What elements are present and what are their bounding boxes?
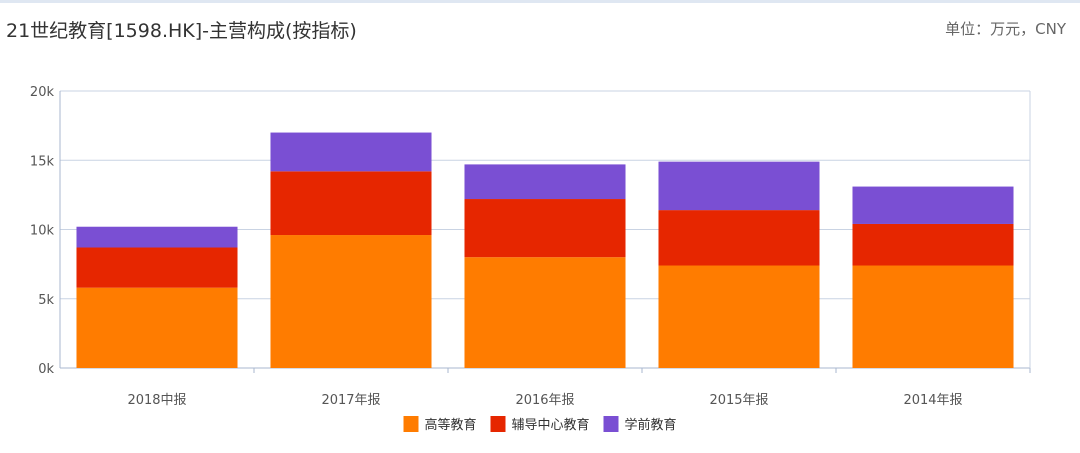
y-tick-label: 5k (38, 293, 54, 308)
bar-segment-3[interactable] (76, 226, 238, 248)
top-border (0, 0, 1080, 3)
bars (76, 132, 1014, 368)
legend-label[interactable]: 学前教育 (625, 417, 677, 433)
bar-segment-2[interactable] (270, 171, 432, 236)
legend-swatch[interactable] (403, 416, 419, 432)
bar-segment-1[interactable] (852, 265, 1014, 368)
x-tick-label: 2017年报 (321, 393, 380, 408)
y-tick-label: 10k (30, 224, 55, 239)
x-tick-label: 2015年报 (709, 393, 768, 408)
legend-swatch[interactable] (490, 416, 506, 432)
bar-segment-1[interactable] (76, 287, 238, 368)
bar-segment-1[interactable] (658, 265, 820, 368)
legend-label[interactable]: 高等教育 (425, 417, 477, 433)
chart-title: 21世纪教育[1598.HK]-主营构成(按指标) (6, 20, 357, 42)
bar-segment-2[interactable] (852, 223, 1014, 266)
bar-segment-3[interactable] (464, 164, 626, 200)
bar-segment-2[interactable] (76, 247, 238, 288)
x-tick-label: 2016年报 (515, 393, 574, 408)
y-tick-label: 20k (30, 85, 55, 100)
bar-segment-3[interactable] (658, 161, 820, 211)
y-tick-label: 0k (38, 362, 54, 377)
legend-swatch[interactable] (603, 416, 619, 432)
x-tick-label: 2018中报 (127, 393, 186, 408)
bar-segment-2[interactable] (464, 199, 626, 258)
bar-segment-3[interactable] (852, 186, 1014, 224)
legend-label[interactable]: 辅导中心教育 (512, 417, 590, 433)
bar-segment-1[interactable] (464, 257, 626, 368)
bar-segment-1[interactable] (270, 235, 432, 368)
axes: 0k 5k 10k 15k 20k 2018中报 2017年报 2016年报 2015年报 201… (30, 85, 1031, 408)
bar-segment-3[interactable] (270, 132, 432, 172)
legend: 高等教育 辅导中心教育 学前教育 (403, 416, 677, 433)
unit-label: 单位：万元，CNY (945, 20, 1066, 38)
y-tick-label: 15k (30, 154, 55, 169)
x-tick-label: 2014年报 (903, 393, 962, 408)
bar-segment-2[interactable] (658, 210, 820, 266)
